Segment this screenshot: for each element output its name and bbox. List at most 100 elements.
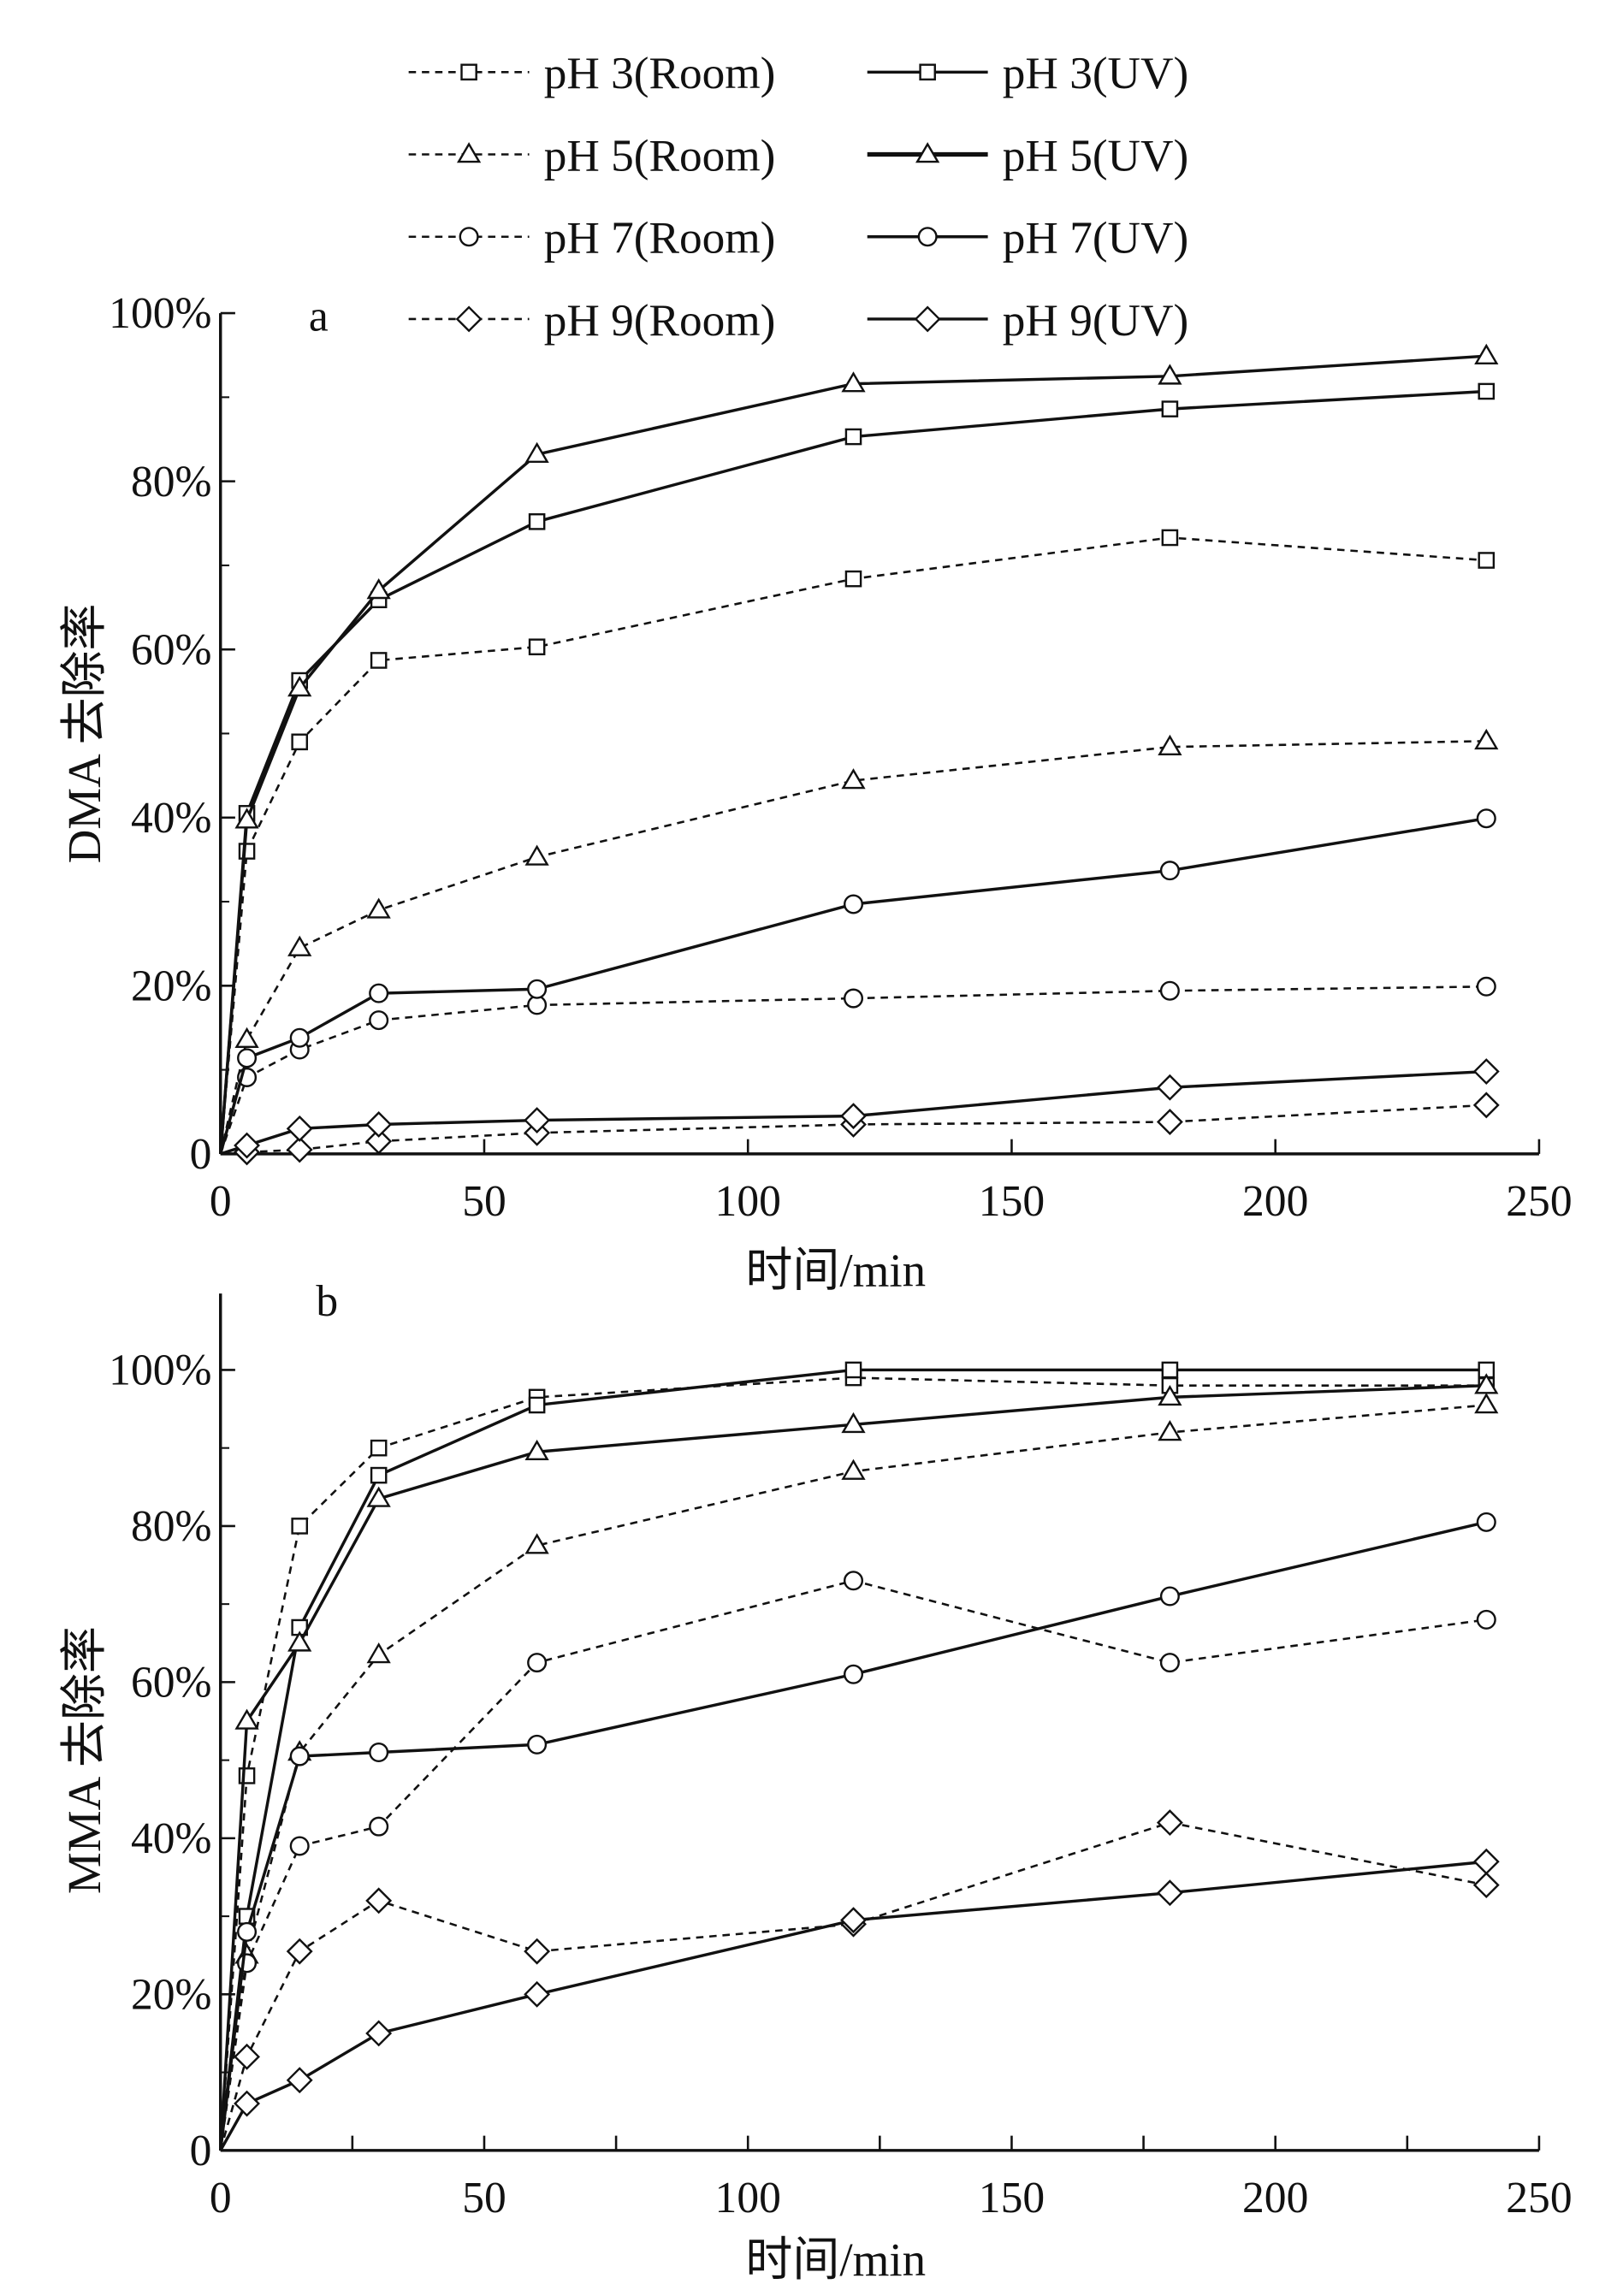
data-point-diamond (840, 1103, 867, 1130)
data-point-diamond (1156, 1109, 1183, 1135)
data-point-triangle (1474, 1373, 1499, 1394)
legend-marker-triangle (456, 142, 482, 163)
data-point-diamond (365, 2020, 393, 2047)
legend-marker-circle (459, 227, 479, 247)
legend-label: pH 3(UV) (1003, 48, 1188, 98)
series-line (219, 1368, 1487, 2151)
data-point-triangle (1158, 1420, 1182, 1441)
data-point-circle (1159, 980, 1180, 1001)
x-tick-label: 50 (462, 1177, 506, 1226)
x-axis-label: 时间/min (745, 1245, 926, 1297)
x-tick-label: 200 (1242, 2174, 1308, 2222)
data-point-triangle (366, 897, 391, 919)
data-point-diamond (286, 1938, 313, 1965)
legend-marker-diamond (914, 305, 941, 333)
x-tick-label: 150 (979, 2174, 1045, 2222)
data-point-triangle (841, 1411, 866, 1434)
data-point-square (1161, 400, 1179, 417)
chart-b: 0 50 100 150 200 250 0 20% 40% 60% 80% 100% b 时间/min M… (58, 1277, 1573, 2286)
series-line (219, 1383, 1487, 2151)
data-point-circle (1159, 1586, 1180, 1607)
data-point-diamond (1472, 1872, 1500, 1899)
data-point-diamond (524, 1980, 551, 2008)
series-line (219, 389, 1487, 1155)
y-tick-label: 100% (109, 1346, 211, 1395)
data-point-square (370, 1466, 388, 1484)
x-axis-label: 时间/min (745, 2234, 926, 2286)
data-point-triangle (524, 844, 549, 866)
data-point-circle (1476, 1512, 1496, 1532)
data-point-square (844, 428, 862, 446)
data-point-square (370, 1439, 388, 1457)
chart-a: 0 50 100 150 200 250 0 20% 40% 60% 80% 100% a 时间/min D… (58, 289, 1573, 1296)
data-point-square (528, 513, 546, 530)
series-line (219, 985, 1487, 1155)
y-tick-label: 40% (131, 1814, 211, 1863)
x-tick-label: 250 (1506, 2174, 1572, 2222)
x-tick-label: 150 (979, 1177, 1045, 1226)
data-point-diamond (365, 1887, 393, 1914)
data-point-triangle (524, 1439, 549, 1461)
data-point-circle (369, 983, 389, 1003)
data-point-triangle (287, 675, 312, 697)
legend-marker-triangle (915, 142, 940, 163)
data-point-diamond (1156, 1809, 1183, 1837)
data-point-circle (843, 894, 864, 914)
data-point-diamond (286, 2067, 313, 2094)
data-point-diamond (524, 1938, 551, 1965)
data-point-circle (369, 1816, 389, 1837)
data-point-triangle (287, 1630, 312, 1652)
data-point-diamond (286, 1136, 313, 1163)
data-point-square (291, 1518, 308, 1535)
data-point-triangle (1474, 728, 1499, 750)
data-point-circle (289, 1836, 310, 1856)
data-point-square (370, 652, 388, 669)
legend-marker-circle (917, 227, 938, 247)
data-point-circle (289, 1027, 310, 1048)
x-tick-label: 50 (462, 2174, 506, 2222)
legend-label: pH 7(Room) (544, 213, 776, 263)
y-tick-label: 80% (131, 458, 211, 506)
data-point-circle (369, 1010, 389, 1031)
data-point-triangle (287, 935, 312, 956)
data-point-diamond (234, 1132, 260, 1159)
data-point-triangle (234, 1027, 259, 1049)
data-point-circle (1159, 861, 1180, 881)
data-point-circle (237, 1953, 258, 1973)
x-tick-label: 250 (1506, 1177, 1572, 1226)
data-point-square (1161, 1361, 1179, 1379)
legend-marker-diamond (455, 305, 483, 333)
data-point-triangle (524, 1533, 549, 1554)
data-point-circle (527, 1653, 548, 1673)
series-line (219, 1404, 1487, 2151)
data-point-triangle (234, 1708, 259, 1730)
data-point-diamond (1472, 1848, 1500, 1875)
data-point-triangle (234, 808, 259, 829)
x-tick-label: 100 (715, 2174, 781, 2222)
series-line (219, 1821, 1487, 2151)
y-tick-label: 40% (131, 794, 211, 843)
x-tick-label: 200 (1242, 1177, 1308, 1226)
data-point-square (844, 570, 862, 588)
y-tick-label: 0 (190, 2127, 212, 2175)
series-line (219, 1860, 1487, 2151)
x-tick-label: 100 (715, 1177, 781, 1226)
data-point-diamond (1156, 1074, 1183, 1101)
data-point-triangle (1158, 364, 1182, 385)
data-point-circle (527, 1734, 548, 1755)
data-point-circle (237, 1048, 258, 1068)
data-point-diamond (524, 1107, 551, 1134)
legend-marker-square (460, 63, 477, 81)
data-point-circle (1476, 1609, 1496, 1630)
data-point-triangle (366, 1642, 391, 1664)
legend: pH 3(Room) pH 3(UV) pH 5(Room) pH 5(UV) pH 7… (408, 48, 1188, 346)
data-point-circle (1476, 976, 1496, 997)
data-point-circle (237, 1921, 258, 1942)
data-point-circle (1476, 808, 1496, 829)
y-axis-label: MMA 去除率 (58, 1626, 110, 1894)
y-tick-label: 100% (109, 289, 211, 338)
data-point-triangle (841, 768, 866, 790)
data-point-triangle (1158, 734, 1182, 755)
legend-label: pH 7(UV) (1003, 213, 1188, 263)
